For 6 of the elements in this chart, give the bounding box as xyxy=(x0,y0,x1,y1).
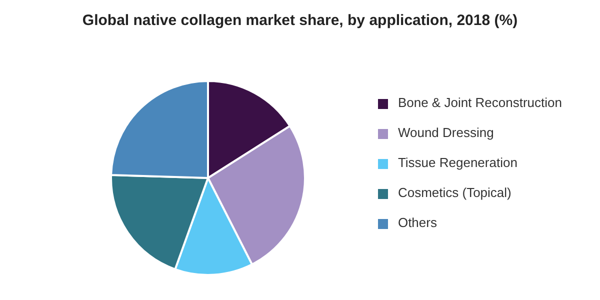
chart-title: Global native collagen market share, by application, 2018 (%) xyxy=(81,11,519,31)
legend-label: Cosmetics (Topical) xyxy=(398,185,512,200)
legend-label: Wound Dressing xyxy=(398,125,494,140)
legend-label: Others xyxy=(398,215,437,230)
legend-label: Tissue Regeneration xyxy=(398,155,518,170)
legend-label: Bone & Joint Reconstruction xyxy=(398,95,562,110)
